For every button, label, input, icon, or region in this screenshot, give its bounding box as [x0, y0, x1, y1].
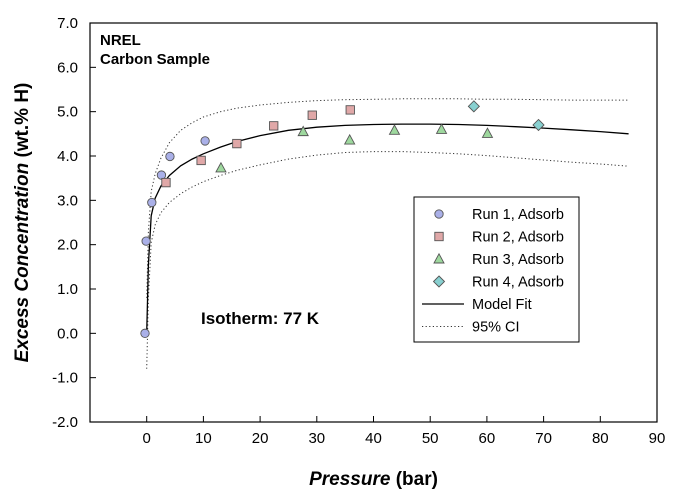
data-point: [147, 197, 157, 208]
x-tick-label: 30: [308, 430, 325, 447]
x-axis-title-unit: (bar): [390, 469, 438, 490]
legend-label: Run 3, Adsorb: [472, 252, 564, 268]
y-axis-title-unit: (wt.% H): [12, 83, 33, 163]
data-point: [269, 121, 279, 131]
y-tick-label: 2.0: [57, 237, 78, 254]
legend-marker: [434, 209, 444, 219]
annotation-isotherm: Isotherm: 77 K: [201, 309, 320, 328]
legend-marker: [434, 231, 444, 242]
legend-box: [413, 196, 580, 343]
data-point: [140, 328, 150, 338]
y-tick-label: 0.0: [57, 325, 78, 342]
x-tick-label: 20: [252, 430, 269, 447]
data-point: [435, 123, 448, 134]
data-point: [297, 125, 309, 137]
x-tick-label: 60: [479, 430, 496, 447]
data-point: [467, 100, 480, 113]
model-fit-line: [146, 123, 629, 334]
x-tick-label: 10: [195, 430, 212, 447]
x-tick-label: 90: [649, 430, 666, 447]
x-tick-label: 80: [592, 430, 609, 447]
x-tick-label: 0: [143, 430, 151, 447]
annotation-sample: Carbon Sample: [100, 51, 210, 68]
data-point: [481, 127, 494, 138]
legend-marker: [432, 275, 446, 288]
y-axis-title: Excess Concentration (wt.% H): [12, 83, 33, 363]
data-point: [196, 155, 206, 166]
legend-label: 95% CI: [472, 320, 520, 336]
annotation-nrel: NREL: [100, 32, 141, 49]
tick-layer: 0 10 20 30 40 50 60 70 80 90 -2.0 -1.0 0.0 1.0 2.0 3.0 4…: [52, 15, 665, 447]
y-tick-label: 5.0: [57, 104, 78, 121]
ci-upper-line: [146, 98, 629, 298]
data-point: [345, 105, 355, 115]
x-axis-title: Pressure (bar): [309, 469, 438, 490]
x-tick-label: 70: [535, 430, 552, 447]
data-point: [141, 236, 151, 246]
legend-marker: [433, 252, 445, 264]
y-tick-label: 6.0: [57, 59, 78, 76]
data-point: [165, 151, 175, 162]
legend-label: Run 4, Adsorb: [472, 275, 564, 291]
marker-layer: [140, 100, 545, 338]
legend-label: Run 1, Adsorb: [472, 207, 564, 223]
data-point: [161, 177, 171, 188]
legend: Run 1, Adsorb Run 2, Adsorb Run 3, Adsorb R…: [413, 196, 580, 343]
data-point: [232, 138, 242, 149]
data-point: [388, 124, 401, 135]
ci-lower-line: [146, 151, 629, 369]
ci-layer: [146, 98, 629, 369]
y-tick-label: -1.0: [52, 370, 78, 387]
y-axis-title-italic: Excess Concentration: [12, 163, 33, 363]
data-point: [307, 110, 317, 120]
x-tick-label: 40: [365, 430, 382, 447]
x-axis-title-italic: Pressure: [309, 469, 391, 490]
y-tick-label: 4.0: [57, 148, 78, 165]
data-point: [343, 133, 356, 145]
y-tick-label: 3.0: [57, 192, 78, 209]
data-point: [532, 118, 545, 132]
y-tick-label: -2.0: [52, 414, 78, 431]
legend-label: Model Fit: [472, 297, 532, 313]
y-tick-label: 7.0: [57, 15, 78, 32]
legend-label: Run 2, Adsorb: [472, 230, 564, 246]
fit-layer: [146, 123, 629, 334]
x-tick-label: 50: [422, 430, 439, 447]
data-point: [215, 161, 227, 173]
data-point: [200, 136, 210, 146]
y-tick-label: 1.0: [57, 281, 78, 298]
